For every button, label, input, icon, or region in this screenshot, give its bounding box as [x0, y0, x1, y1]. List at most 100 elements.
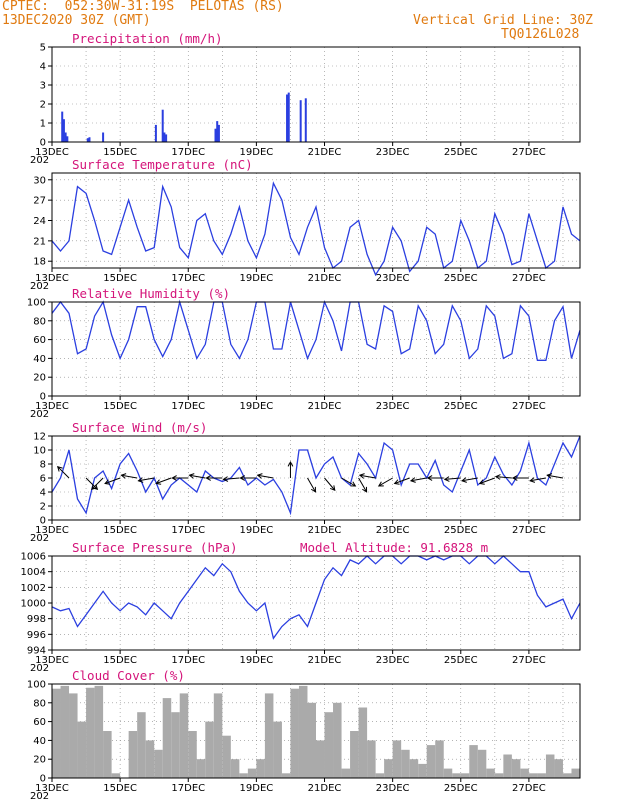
cloud-bar [545, 754, 555, 778]
wind-arrow-head [377, 481, 384, 487]
wind-arrow [530, 477, 547, 482]
x-tick-label: 19DEC [240, 655, 274, 666]
x-tick-label: 19DEC [240, 273, 274, 284]
wind-arrow [104, 477, 121, 484]
cloud-bar [554, 759, 563, 778]
y-tick-label: 0 [40, 138, 46, 149]
x-tick-label: 17DEC [171, 401, 205, 412]
wind-arrow [341, 477, 356, 487]
x-tick-label: 13DEC [35, 783, 69, 794]
wind-arrow-head [239, 475, 246, 481]
x-tick-label: 23DEC [376, 783, 410, 794]
wind-arrow [359, 474, 376, 479]
year-stub-label: 202 [30, 533, 49, 544]
wind-arrow-head [137, 477, 144, 483]
precip-bar [88, 137, 91, 142]
x-tick-label: 25DEC [444, 273, 478, 284]
x-tick-label: 27DEC [512, 783, 546, 794]
run-date-header: 13DEC2020 30Z (GMT) [2, 13, 151, 28]
wind-arrow-head [494, 474, 501, 480]
wind-arrow-head [511, 475, 518, 481]
x-tick-label: 27DEC [512, 655, 546, 666]
x-tick-label: 23DEC [376, 273, 410, 284]
wind-arrow-head [310, 486, 317, 493]
cloud-bar [392, 740, 402, 778]
cloud-bar [52, 688, 61, 778]
x-tick-label: 21DEC [308, 783, 342, 794]
panel-title: Precipitation (mm/h) [72, 31, 223, 46]
year-stub-label: 202 [30, 281, 49, 292]
wind-arrow-head [287, 460, 294, 467]
wind-arrow-head [426, 475, 433, 481]
panel-frame [51, 683, 581, 779]
y-tick-label: 1002 [21, 583, 46, 594]
wind-arrow [547, 474, 564, 479]
precip-bar [102, 132, 105, 142]
wind-arrow-head [478, 479, 485, 485]
cloud-bar [435, 740, 444, 778]
wind-arrow [91, 477, 104, 490]
wind-arrow-head [358, 473, 365, 479]
x-tick-label: 13DEC [35, 147, 69, 158]
x-tick-label: 19DEC [240, 783, 274, 794]
precip-bar [163, 132, 166, 142]
cloud-bar [264, 693, 274, 778]
y-tick-label: 994 [27, 646, 46, 657]
precip-bar [286, 94, 289, 142]
x-tick-label: 25DEC [444, 401, 478, 412]
cloud-bar [494, 773, 504, 778]
x-tick-label: 25DEC [444, 525, 478, 536]
precip-bar [299, 100, 302, 142]
panel-frame [51, 301, 581, 397]
cloud-bar [401, 749, 410, 778]
y-tick-label: 0 [40, 774, 46, 785]
x-tick-label: 15DEC [103, 273, 137, 284]
wind-arrow-head [409, 477, 416, 483]
wind-arrow-head [171, 475, 177, 481]
panel-frame [51, 435, 581, 521]
cloud-bar [230, 759, 240, 778]
x-tick-label: 15DEC [103, 147, 137, 158]
panel-frame [51, 555, 581, 651]
series-line [51, 555, 581, 640]
cloud-bar [188, 731, 197, 778]
cloud-bar [460, 773, 470, 778]
cloud-bar [256, 759, 265, 778]
panel-title: Surface Wind (m/s) [72, 420, 207, 435]
wind-arrow [85, 477, 98, 490]
cloud-bar [316, 740, 325, 778]
x-tick-label: 21DEC [308, 273, 342, 284]
y-tick-label: 6 [40, 474, 46, 485]
y-tick-label: 998 [27, 614, 46, 625]
series-line [51, 435, 581, 516]
cloud-bar [298, 685, 308, 778]
y-tick-label: 27 [33, 196, 46, 207]
wind-arrow [378, 477, 393, 487]
cloud-bar [247, 768, 257, 778]
y-tick-label: 80 [33, 316, 46, 327]
y-tick-label: 80 [33, 698, 46, 709]
series-line [51, 181, 581, 277]
y-tick-label: 1004 [21, 567, 46, 578]
cloud-bar [486, 768, 495, 778]
x-tick-label: 19DEC [240, 147, 274, 158]
y-tick-label: 4 [40, 488, 46, 499]
cloud-bar [128, 731, 138, 778]
cloud-bar [443, 768, 453, 778]
cloud-bar [333, 702, 342, 778]
wind-arrow [444, 477, 461, 480]
y-tick-label: 1 [40, 119, 46, 130]
cloud-bar [273, 721, 282, 778]
y-tick-label: 60 [33, 335, 46, 346]
cloud-bar [324, 712, 334, 778]
wind-arrow-head [546, 473, 553, 479]
y-tick-label: 24 [33, 216, 46, 227]
cloud-bar [469, 745, 478, 778]
cloud-bar [213, 693, 223, 778]
cloud-bar [341, 768, 351, 778]
wind-arrow-head [393, 479, 400, 485]
x-tick-label: 25DEC [444, 147, 478, 158]
x-tick-label: 27DEC [512, 147, 546, 158]
wind-arrow [461, 477, 478, 482]
cloud-bar [69, 693, 78, 778]
